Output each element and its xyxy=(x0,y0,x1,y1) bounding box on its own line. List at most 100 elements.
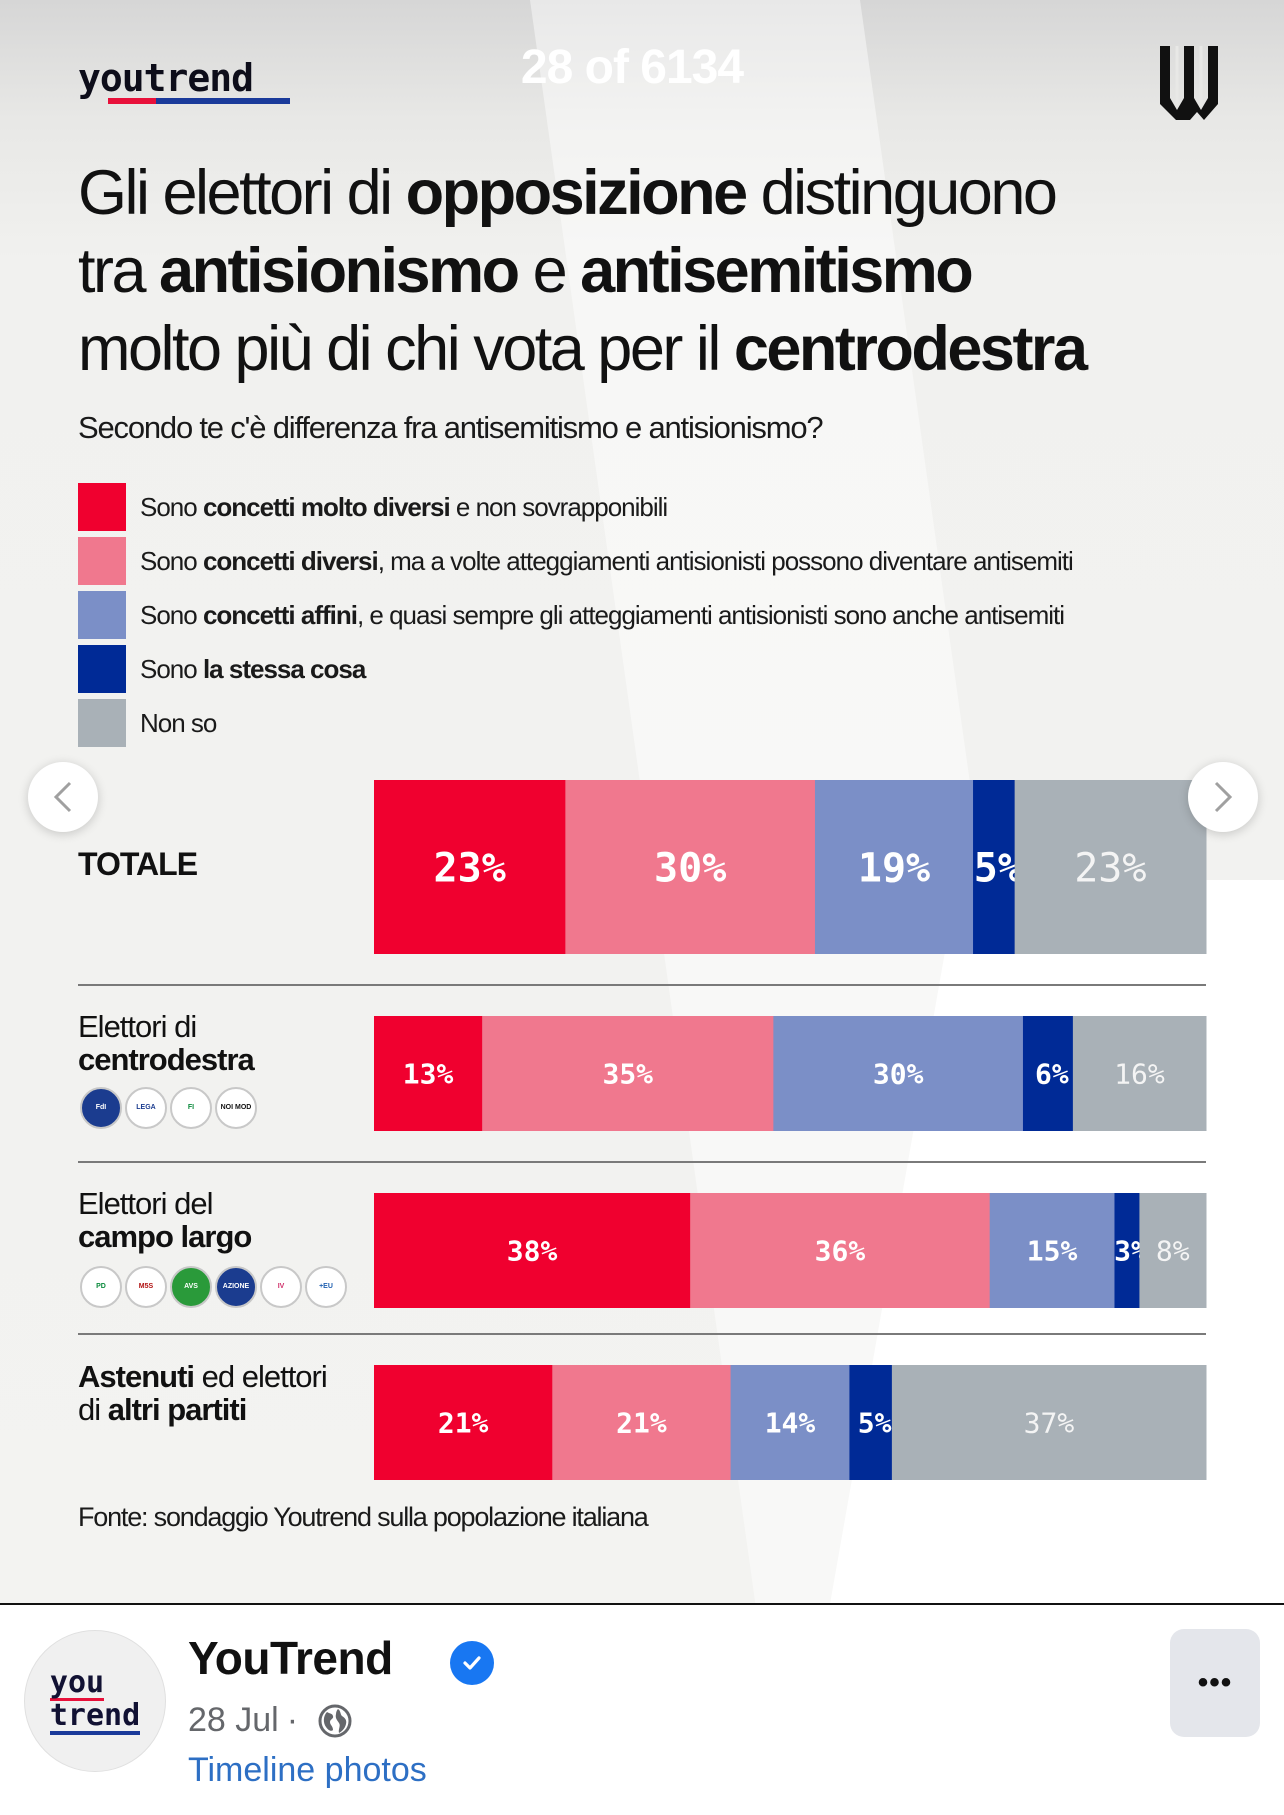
data-label: 15% xyxy=(1027,1235,1078,1268)
emphasis-text: opposizione xyxy=(405,158,748,228)
data-label: 30% xyxy=(654,845,726,891)
text-segment: e xyxy=(517,236,581,306)
data-label: 16% xyxy=(1114,1058,1165,1091)
legend-item: Sono concetti diversi, ma a volte attegg… xyxy=(78,534,1074,588)
data-label: 37% xyxy=(1024,1407,1075,1440)
legend-swatch xyxy=(78,483,126,531)
previous-photo-button[interactable] xyxy=(28,762,98,832)
party-logo-icon: IV xyxy=(260,1266,302,1308)
globe-icon xyxy=(318,1704,352,1737)
page-name-link[interactable]: YouTrend xyxy=(188,1632,393,1684)
text-segment: , e quasi sempre gli atteggiamenti antis… xyxy=(356,599,1065,630)
emphasis-text: altri partiti xyxy=(107,1392,248,1427)
photo-slide: youtrend 28 of 6134 Gli elettori di oppo… xyxy=(0,0,1284,1604)
bar-segment xyxy=(690,1193,991,1308)
legend-swatch xyxy=(78,591,126,639)
bar-row: 38% 36% 15% 3% 8% xyxy=(374,1193,1207,1308)
page-avatar[interactable]: you trend xyxy=(24,1630,166,1772)
legend-label: Non so xyxy=(140,707,217,739)
text-segment: e non sovrapponibili xyxy=(449,491,668,522)
bar-segment xyxy=(374,1193,691,1308)
partner-logo-icon xyxy=(1160,46,1218,120)
party-logo-icon: M5S xyxy=(125,1266,167,1308)
legend-item: Sono concetti affini, e quasi sempre gli… xyxy=(78,588,1073,642)
text-segment: ed elettori xyxy=(194,1359,328,1394)
bar-segment xyxy=(891,1365,1207,1480)
emphasis-text: campo largo xyxy=(78,1219,252,1254)
bar-segment xyxy=(773,1016,1024,1131)
category-label-centrodestra: Elettori di centrodestra xyxy=(78,1009,255,1077)
divider xyxy=(0,1603,1284,1605)
bar-segment xyxy=(374,1016,483,1131)
text-segment: , ma a volte atteggiamenti antisionisti … xyxy=(377,545,1074,576)
data-label: 21% xyxy=(616,1407,667,1440)
text-segment: tra xyxy=(78,236,160,306)
bar-segment xyxy=(1072,1016,1207,1131)
avatar-text-line1: you xyxy=(49,1664,105,1701)
emphasis-text: antisemitismo xyxy=(580,236,974,306)
category-label-totale: TOTALE xyxy=(78,846,198,883)
party-logo-icon: FdI xyxy=(80,1087,122,1129)
data-label: 14% xyxy=(765,1407,816,1440)
emphasis-text: antisionismo xyxy=(159,236,520,306)
legend-item: Sono concetti molto diversi e non sovrap… xyxy=(78,480,1073,534)
meta-separator: · xyxy=(286,1701,299,1739)
legend-swatch xyxy=(78,537,126,585)
category-label-campo-largo: Elettori del campo largo xyxy=(78,1186,252,1254)
post-meta: 28 Jul · xyxy=(188,1701,352,1740)
legend-label: Sono la stessa cosa xyxy=(140,653,366,685)
data-label: 23% xyxy=(1074,845,1146,891)
data-label: 35% xyxy=(602,1058,653,1091)
bar-segment xyxy=(1114,1193,1140,1308)
chart-legend: Sono concetti molto diversi e non sovrap… xyxy=(78,480,1074,750)
text-segment: distinguono xyxy=(745,158,1058,228)
bar-segment xyxy=(1022,1016,1074,1131)
emphasis-text: centrodestra xyxy=(733,314,1088,384)
bar-segment xyxy=(1014,780,1207,954)
legend-item: Sono la stessa cosa xyxy=(78,642,1073,696)
more-options-button[interactable]: ••• xyxy=(1170,1629,1260,1737)
data-label: 30% xyxy=(873,1058,924,1091)
legend-label: Sono concetti molto diversi e non sovrap… xyxy=(140,491,668,523)
youtrend-logo: youtrend xyxy=(78,58,290,104)
party-logo-icon: NOI MOD xyxy=(215,1087,257,1129)
bar-segment xyxy=(973,780,1016,954)
text-segment: Elettori di xyxy=(78,1009,197,1044)
row-divider xyxy=(78,1333,1206,1335)
row-divider xyxy=(78,984,1206,986)
bar-segment xyxy=(814,780,974,954)
emphasis-text: concetti molto diversi xyxy=(202,491,451,522)
post-date[interactable]: 28 Jul xyxy=(188,1701,279,1739)
bar-segment xyxy=(849,1365,893,1480)
text-segment: Non so xyxy=(140,707,217,738)
next-photo-button[interactable] xyxy=(1188,762,1258,832)
more-icon: ••• xyxy=(1197,1666,1233,1699)
legend-swatch xyxy=(78,645,126,693)
party-logo-icon: FI xyxy=(170,1087,212,1129)
party-logos-campo-largo: PD M5S AVS AZIONE IV +EU xyxy=(80,1266,347,1308)
stacked-bar-chart: 23% 30% 19% 5% 23%13% 35% 30% 6% 16%38% 36% 15% 3% 8… xyxy=(374,780,1207,1480)
chart-subtitle: Secondo te c'è differenza fra antisemiti… xyxy=(78,410,824,445)
bar-segment xyxy=(552,1365,732,1480)
emphasis-text: TOTALE xyxy=(78,846,198,882)
emphasis-text: Astenuti xyxy=(78,1359,195,1394)
album-link[interactable]: Timeline photos xyxy=(188,1751,427,1789)
data-label: 36% xyxy=(815,1235,866,1268)
text-segment: di xyxy=(78,1392,108,1427)
bar-segment xyxy=(482,1016,774,1131)
text-segment: Elettori del xyxy=(78,1186,213,1221)
bar-segment xyxy=(989,1193,1115,1308)
party-logo-icon: +EU xyxy=(305,1266,347,1308)
bar-row: 13% 35% 30% 6% 16% xyxy=(374,1016,1207,1131)
text-segment: Sono xyxy=(140,491,203,522)
data-label: 6% xyxy=(1035,1058,1069,1091)
text-segment: molto più di chi vota per il xyxy=(78,314,734,384)
party-logo-icon: LEGA xyxy=(125,1087,167,1129)
emphasis-text: la stessa cosa xyxy=(202,653,366,684)
bar-segment xyxy=(565,780,816,954)
bar-segment xyxy=(374,780,566,954)
chart-source: Fonte: sondaggio Youtrend sulla popolazi… xyxy=(78,1502,649,1532)
emphasis-text: concetti diversi xyxy=(202,545,379,576)
text-segment: Sono xyxy=(140,599,203,630)
emphasis-text: centrodestra xyxy=(78,1042,255,1077)
